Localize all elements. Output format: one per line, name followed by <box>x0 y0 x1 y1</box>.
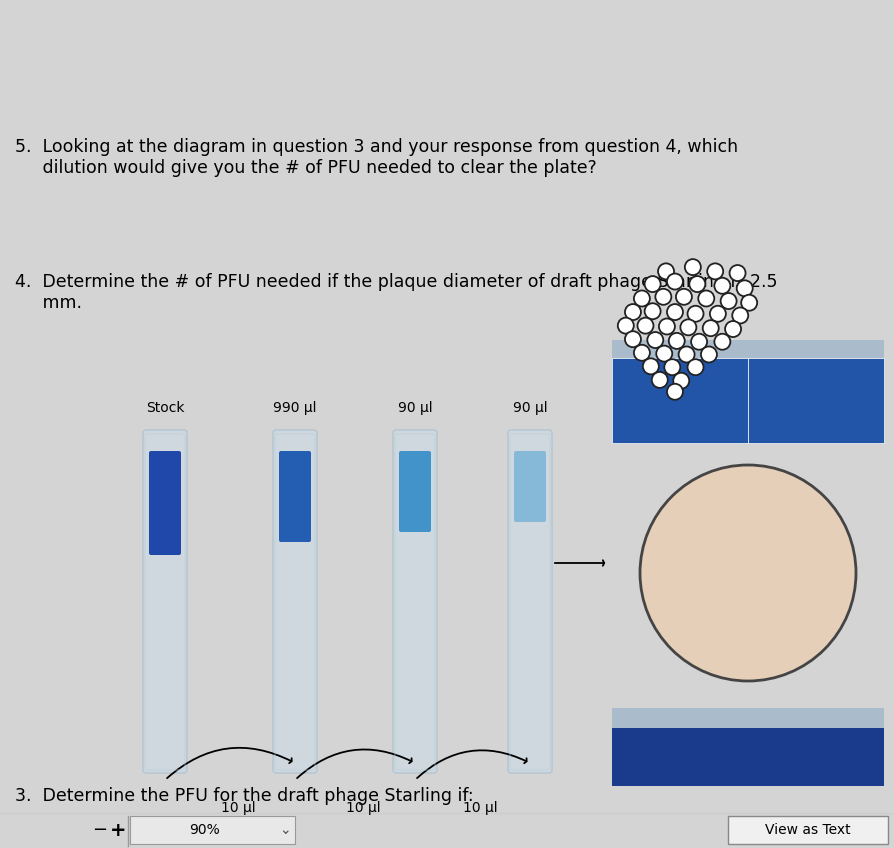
Circle shape <box>714 334 730 349</box>
Circle shape <box>680 320 696 335</box>
Circle shape <box>707 264 723 279</box>
Circle shape <box>685 259 701 275</box>
Text: 3.  Determine the PFU for the draft phage Starling if:: 3. Determine the PFU for the draft phage… <box>15 787 474 805</box>
Circle shape <box>667 304 683 320</box>
Circle shape <box>689 276 705 292</box>
Circle shape <box>637 318 654 333</box>
Circle shape <box>691 334 707 349</box>
Text: 990 μl: 990 μl <box>274 401 316 415</box>
Text: 5.  Looking at the diagram in question 3 and your response from question 4, whic: 5. Looking at the diagram in question 3 … <box>15 138 738 176</box>
Circle shape <box>634 345 650 360</box>
Circle shape <box>652 372 668 388</box>
Text: What is the
PFU if 10 μl of
phage were
used for the
assay?: What is the PFU if 10 μl of phage were u… <box>766 364 865 437</box>
Circle shape <box>741 295 757 310</box>
Text: Determine # of plaques present in
the bacterial plate: Determine # of plaques present in the ba… <box>619 743 877 771</box>
Circle shape <box>732 308 748 323</box>
Circle shape <box>658 264 674 279</box>
FancyBboxPatch shape <box>748 358 884 443</box>
Circle shape <box>625 332 641 347</box>
Circle shape <box>687 306 704 321</box>
Circle shape <box>673 373 689 388</box>
Circle shape <box>669 333 685 349</box>
Circle shape <box>618 318 634 333</box>
FancyBboxPatch shape <box>514 451 546 522</box>
FancyBboxPatch shape <box>508 430 552 773</box>
Text: ⌄: ⌄ <box>279 823 291 837</box>
FancyBboxPatch shape <box>612 708 884 728</box>
FancyBboxPatch shape <box>143 430 187 773</box>
Circle shape <box>725 321 741 337</box>
Circle shape <box>679 347 695 362</box>
Circle shape <box>737 281 753 296</box>
Circle shape <box>645 304 661 319</box>
Text: 90 μl: 90 μl <box>398 401 433 415</box>
Text: −: − <box>92 821 107 839</box>
FancyBboxPatch shape <box>130 816 295 844</box>
Text: What is the final
dilution in
sample 3?: What is the final dilution in sample 3? <box>622 379 738 422</box>
FancyBboxPatch shape <box>273 430 317 773</box>
Circle shape <box>645 276 661 292</box>
Circle shape <box>676 289 692 304</box>
FancyBboxPatch shape <box>393 430 437 773</box>
FancyBboxPatch shape <box>149 451 181 555</box>
Text: 90%: 90% <box>190 823 221 837</box>
Circle shape <box>647 332 663 348</box>
Circle shape <box>667 384 683 399</box>
Circle shape <box>664 360 680 375</box>
FancyBboxPatch shape <box>279 451 311 542</box>
FancyBboxPatch shape <box>612 358 748 443</box>
Circle shape <box>701 347 717 362</box>
Circle shape <box>714 278 730 293</box>
Circle shape <box>710 306 726 321</box>
FancyBboxPatch shape <box>728 816 888 844</box>
Circle shape <box>703 321 719 336</box>
Circle shape <box>730 265 746 281</box>
Text: 10 μl: 10 μl <box>346 801 380 815</box>
Circle shape <box>687 360 704 375</box>
Text: View as Text: View as Text <box>765 823 851 837</box>
FancyBboxPatch shape <box>399 451 431 532</box>
Text: 10 μl: 10 μl <box>463 801 498 815</box>
Circle shape <box>656 346 672 361</box>
Circle shape <box>640 465 856 681</box>
Circle shape <box>698 291 714 306</box>
Text: 10 μl: 10 μl <box>221 801 256 815</box>
Text: +: + <box>110 821 126 840</box>
Circle shape <box>667 274 683 289</box>
Circle shape <box>625 304 641 320</box>
Circle shape <box>643 359 659 374</box>
Circle shape <box>655 289 671 304</box>
FancyBboxPatch shape <box>612 728 884 786</box>
FancyBboxPatch shape <box>612 340 884 358</box>
Circle shape <box>721 293 737 309</box>
Circle shape <box>634 291 650 306</box>
Circle shape <box>659 319 675 334</box>
Text: 4.  Determine the # of PFU needed if the plaque diameter of draft phage Starling: 4. Determine the # of PFU needed if the … <box>15 273 778 312</box>
Text: 90 μl: 90 μl <box>512 401 547 415</box>
Text: Stock: Stock <box>146 401 184 415</box>
